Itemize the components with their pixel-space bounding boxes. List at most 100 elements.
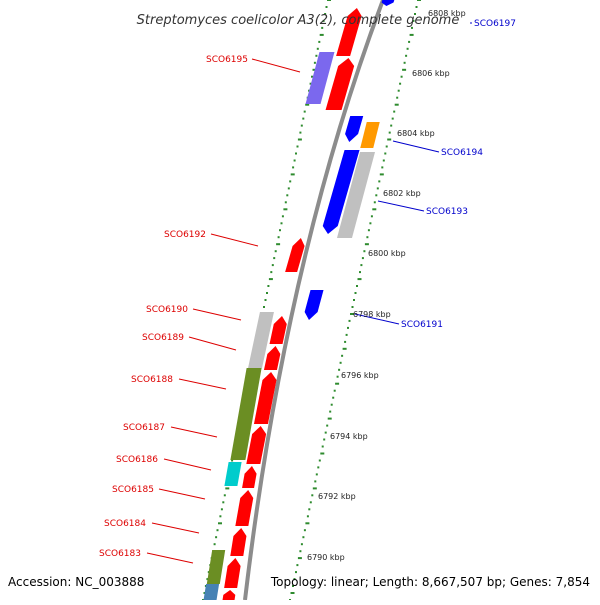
right-tick-mark bbox=[338, 368, 341, 371]
right-tick-mark bbox=[370, 215, 373, 218]
right-tick-mark bbox=[315, 473, 318, 476]
left-tick-mark bbox=[313, 61, 316, 64]
left-tick-mark bbox=[321, 26, 324, 29]
gene-feature bbox=[248, 312, 274, 368]
right-tick-mark bbox=[363, 250, 366, 253]
left-tick-mark bbox=[325, 6, 328, 8]
left-tick-mark bbox=[293, 159, 296, 162]
right-tick-mark bbox=[396, 96, 399, 99]
gene-feature bbox=[202, 584, 220, 604]
gene-feature bbox=[224, 558, 241, 588]
gene-feature bbox=[336, 152, 376, 238]
left-tick-mark bbox=[271, 264, 274, 267]
right-tick-mark bbox=[297, 557, 302, 560]
right-tick-mark bbox=[344, 340, 347, 343]
gene-feature bbox=[242, 466, 257, 488]
right-tick-mark bbox=[295, 571, 297, 574]
left-tick-mark bbox=[315, 54, 318, 57]
right-tick-mark bbox=[357, 278, 362, 281]
gene-label-sco6188: SCO6188 bbox=[131, 375, 173, 385]
gene-feature bbox=[221, 590, 236, 604]
right-tick-mark bbox=[347, 326, 349, 329]
right-tick-mark bbox=[400, 75, 403, 78]
right-tick-mark bbox=[339, 361, 342, 364]
gene-label-sco6193: SCO6193 bbox=[426, 207, 468, 217]
right-tick-mark bbox=[412, 19, 415, 22]
right-tick-mark bbox=[364, 243, 369, 246]
left-tick-mark bbox=[219, 515, 222, 518]
right-tick-mark bbox=[323, 438, 326, 441]
right-tick-mark bbox=[336, 375, 339, 378]
right-tick-mark bbox=[399, 82, 402, 85]
coordinate-label: 6800 kbp bbox=[368, 249, 406, 258]
left-tick-mark bbox=[223, 494, 226, 497]
left-tick-mark bbox=[316, 47, 319, 50]
gene-feature bbox=[246, 426, 267, 464]
right-tick-mark bbox=[324, 431, 327, 434]
right-tick-mark bbox=[360, 264, 363, 267]
right-tick-mark bbox=[312, 487, 317, 490]
right-tick-mark bbox=[379, 173, 384, 176]
gene-label-sco6190: SCO6190 bbox=[146, 305, 188, 315]
gene-label-leader bbox=[188, 336, 237, 351]
left-tick-mark bbox=[290, 173, 295, 176]
left-tick-mark bbox=[283, 208, 288, 211]
right-tick-mark bbox=[311, 494, 314, 497]
right-tick-mark bbox=[335, 382, 340, 385]
gene-label-leader bbox=[392, 140, 440, 153]
right-tick-mark bbox=[372, 208, 377, 211]
right-tick-mark bbox=[345, 333, 348, 336]
gene-feature bbox=[230, 528, 247, 556]
gene-label-sco6195: SCO6195 bbox=[206, 55, 248, 65]
right-tick-mark bbox=[417, 0, 421, 1]
gene-feature bbox=[304, 290, 324, 320]
right-tick-mark bbox=[378, 180, 381, 183]
left-tick-mark bbox=[324, 13, 327, 15]
right-tick-mark bbox=[393, 110, 396, 113]
gene-feature bbox=[253, 372, 277, 424]
left-tick-mark bbox=[215, 536, 218, 539]
label-leader-layer bbox=[146, 22, 472, 564]
right-tick-mark bbox=[290, 592, 295, 594]
right-tick-mark bbox=[303, 529, 306, 532]
gene-feature bbox=[336, 8, 362, 56]
gene-label-leader bbox=[146, 552, 194, 564]
right-tick-mark bbox=[375, 194, 378, 197]
right-tick-mark bbox=[320, 452, 325, 455]
right-tick-mark bbox=[299, 550, 302, 553]
gene-feature bbox=[206, 550, 226, 584]
gene-label-sco6185: SCO6185 bbox=[112, 485, 154, 495]
gene-feature bbox=[305, 52, 335, 104]
coordinate-label-layer: 6808 kbp 6806 kbp 6804 kbp 6802 kbp 6800 kbp… bbox=[307, 9, 466, 562]
left-tick-mark bbox=[284, 201, 287, 204]
gene-label-leader bbox=[251, 58, 301, 73]
gene-label-leader bbox=[158, 488, 206, 500]
gene-label-sco6189: SCO6189 bbox=[142, 333, 184, 343]
left-tick-mark bbox=[222, 501, 225, 504]
right-tick-mark bbox=[353, 299, 355, 301]
right-tick-mark bbox=[390, 124, 393, 127]
right-tick-mark bbox=[327, 417, 332, 420]
coordinate-label: 6794 kbp bbox=[330, 432, 368, 441]
gene-label-sco6187: SCO6187 bbox=[123, 423, 165, 433]
backbone-layer bbox=[243, 0, 385, 601]
gene-label-leader bbox=[151, 522, 200, 534]
left-tick-mark bbox=[274, 250, 277, 253]
gene-label-leader bbox=[170, 426, 218, 438]
right-tick-mark bbox=[317, 466, 320, 469]
gene-feature bbox=[360, 122, 380, 148]
right-tick-mark bbox=[385, 145, 388, 148]
left-tick-mark bbox=[279, 229, 281, 232]
right-tick-mark bbox=[415, 6, 418, 8]
right-tick-mark bbox=[354, 292, 357, 294]
right-tick-mark bbox=[361, 257, 364, 260]
left-tick-mark bbox=[303, 110, 306, 113]
coordinate-label: 6796 kbp bbox=[341, 371, 379, 380]
right-tick-mark bbox=[411, 26, 413, 29]
right-tick-mark bbox=[333, 389, 336, 392]
left-tick-mark bbox=[264, 299, 267, 301]
right-tick-mark bbox=[402, 68, 407, 71]
gene-label-sco6184: SCO6184 bbox=[104, 519, 146, 529]
genome-backbone bbox=[243, 0, 385, 601]
